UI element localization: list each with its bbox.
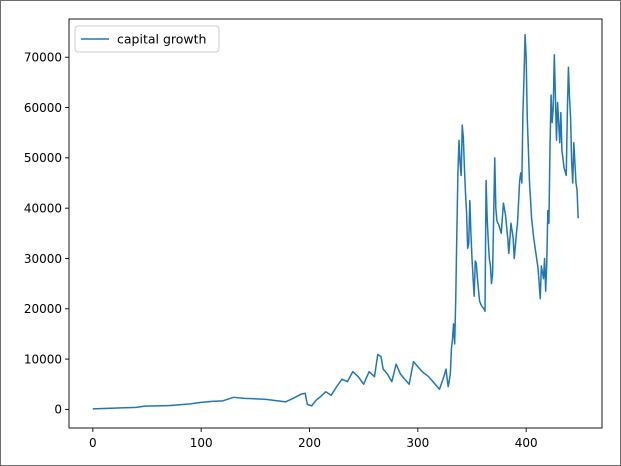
y-tick-label: 30000 <box>24 252 62 266</box>
y-tick-label: 20000 <box>24 302 62 316</box>
y-tick-label: 70000 <box>24 51 62 65</box>
y-tick-label: 10000 <box>24 352 62 366</box>
y-tick-label: 0 <box>54 403 62 417</box>
x-tick-label: 300 <box>406 436 429 450</box>
plot-area-frame <box>68 18 603 429</box>
x-tick-label: 0 <box>89 436 97 450</box>
x-axis-ticks: 0 100 200 300 400 <box>89 428 538 450</box>
legend-box <box>74 25 220 53</box>
x-tick-label: 400 <box>515 436 538 450</box>
y-axis-ticks: 0 10000 20000 30000 40000 50000 60000 70000 <box>24 51 69 417</box>
series-line-capital-growth <box>92 33 579 410</box>
x-tick-label: 200 <box>298 436 321 450</box>
y-tick-label: 40000 <box>24 201 62 215</box>
y-tick-label: 50000 <box>24 151 62 165</box>
y-tick-label: 60000 <box>24 101 62 115</box>
legend: capital growth <box>74 25 220 53</box>
legend-label: capital growth <box>117 32 206 47</box>
series-lines <box>92 33 579 410</box>
x-tick-label: 100 <box>190 436 213 450</box>
